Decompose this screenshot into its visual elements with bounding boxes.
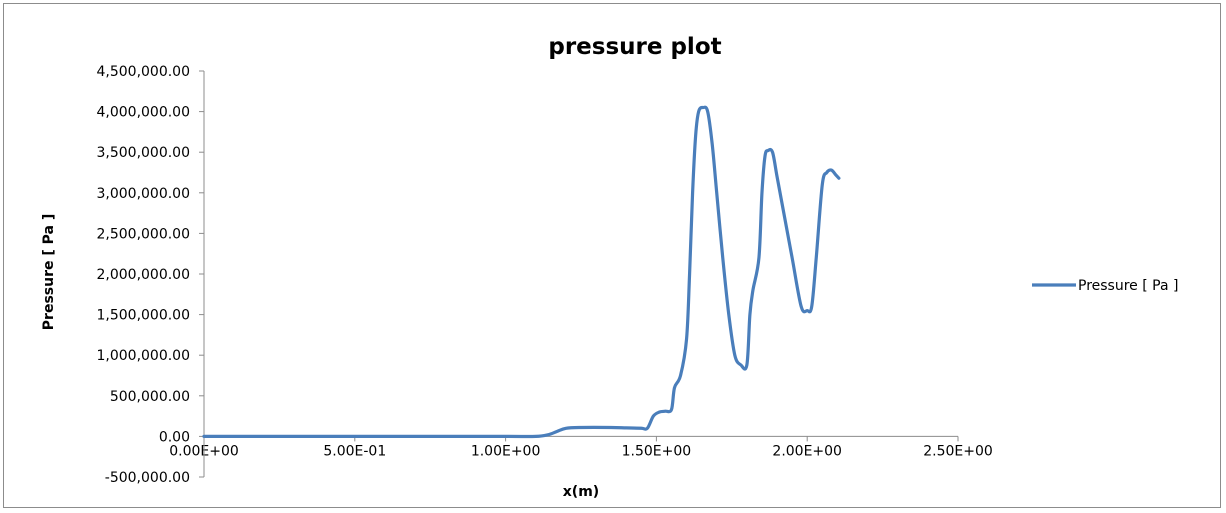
x-tick-labels: 0.00E+00 5.00E-01 1.00E+00 1.50E+00 2.00E+00… (169, 443, 993, 459)
y-tick-label: 2,500,000.00 (96, 226, 190, 242)
x-tick-label: 5.00E-01 (323, 443, 386, 459)
chart-frame: pressure plot -500,000.00 0.00 500,000.00 1… (3, 3, 1221, 508)
axes (199, 70, 959, 478)
y-tick-label: 1,500,000.00 (96, 308, 190, 324)
y-tick-label: 500,000.00 (110, 389, 190, 405)
y-tick-labels: -500,000.00 0.00 500,000.00 1,000,000.00 1,5… (96, 64, 190, 486)
legend: Pressure [ Pa ] (1032, 278, 1178, 294)
pressure-chart: pressure plot -500,000.00 0.00 500,000.00 1… (41, 34, 1178, 500)
series-line-pressure (202, 105, 841, 439)
series-group (202, 105, 841, 439)
y-tick-label: -500,000.00 (105, 470, 190, 486)
x-tick-label: 2.50E+00 (923, 443, 993, 459)
y-tick-label: 4,500,000.00 (96, 64, 190, 80)
x-tick-label: 1.00E+00 (471, 443, 541, 459)
y-axis-title: Pressure [ Pa ] (41, 214, 57, 330)
y-tick-label: 0.00 (159, 429, 190, 445)
chart-title: pressure plot (548, 34, 721, 60)
legend-label: Pressure [ Pa ] (1078, 278, 1178, 294)
x-tick-label: 1.50E+00 (622, 443, 692, 459)
y-tick-label: 2,000,000.00 (96, 267, 190, 283)
x-tick-label: 2.00E+00 (772, 443, 842, 459)
x-axis-title: x(m) (563, 484, 599, 500)
y-tick-label: 4,000,000.00 (96, 105, 190, 121)
y-tick-label: 3,500,000.00 (96, 145, 190, 161)
y-tick-label: 1,000,000.00 (96, 348, 190, 364)
y-tick-label: 3,000,000.00 (96, 186, 190, 202)
